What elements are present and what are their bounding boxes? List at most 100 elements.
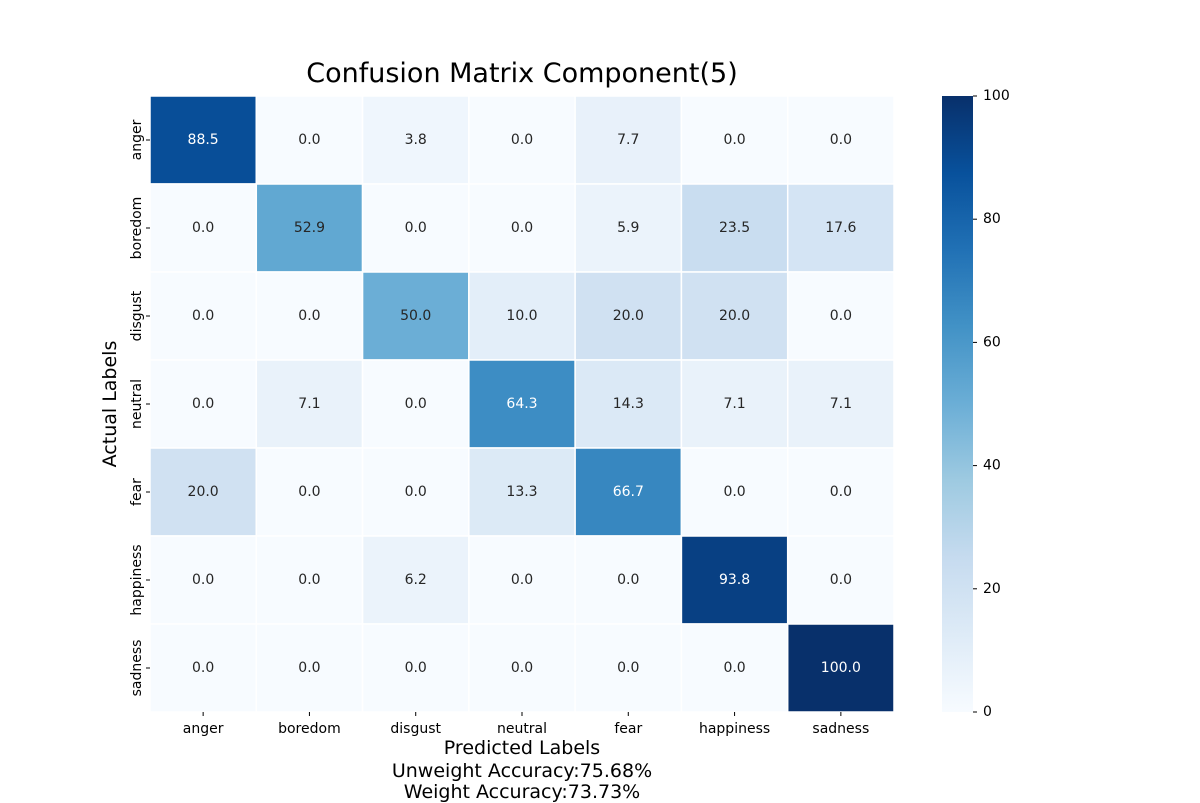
cell-value-label: 0.0 [617, 660, 639, 676]
x-tick-label: disgust [390, 721, 441, 737]
cell-value-label: 10.0 [506, 308, 537, 324]
x-axis-label: Predicted Labels [443, 737, 601, 759]
heatmap-cell [149, 95, 258, 185]
heatmap-cell [680, 183, 789, 273]
heatmap-cell [468, 623, 576, 713]
x-tick-label: neutral [497, 721, 547, 737]
colorbar-tick-label: 80 [983, 211, 1001, 227]
cell-value-label: 5.9 [617, 220, 639, 236]
cell-value-label: 0.0 [830, 308, 852, 324]
heatmap-cell [468, 535, 576, 625]
cell-value-label: 7.1 [723, 396, 745, 412]
colorbar-tick-label: 40 [983, 458, 1001, 474]
x-tick-label: happiness [699, 721, 770, 737]
cell-value-label: 20.0 [188, 484, 219, 500]
cell-value-label: 50.0 [400, 308, 431, 324]
heatmap-cell [255, 271, 364, 361]
heatmap-cell [786, 271, 895, 361]
cell-value-label: 0.0 [617, 572, 639, 588]
cell-value-label: 0.0 [298, 308, 320, 324]
cell-value-label: 7.1 [830, 396, 852, 412]
cell-value-label: 0.0 [723, 660, 745, 676]
cell-value-label: 3.8 [405, 132, 427, 148]
cell-value-label: 0.0 [405, 396, 427, 412]
colorbar [942, 96, 973, 712]
heatmap-cell [786, 95, 895, 185]
heatmap-cell [680, 535, 789, 625]
heatmap-cell [361, 183, 470, 273]
cell-value-label: 0.0 [511, 220, 533, 236]
cell-value-label: 0.0 [405, 484, 427, 500]
cell-value-label: 7.1 [298, 396, 320, 412]
weighted-accuracy-text: Weight Accuracy:73.73% [403, 781, 641, 803]
heatmap-cell [361, 359, 470, 449]
cell-value-label: 0.0 [723, 484, 745, 500]
heatmap-cell [786, 623, 895, 713]
heatmap-cell [468, 271, 576, 361]
cell-value-label: 23.5 [719, 220, 750, 236]
cell-value-label: 0.0 [830, 132, 852, 148]
cell-value-label: 0.0 [405, 220, 427, 236]
x-tick-label: sadness [812, 721, 869, 737]
heatmap-cell [149, 535, 258, 625]
heatmap-cell [255, 623, 364, 713]
cell-value-label: 93.8 [719, 572, 750, 588]
cell-value-label: 20.0 [719, 308, 750, 324]
cell-value-label: 0.0 [192, 220, 214, 236]
heatmap-cell [574, 359, 683, 449]
cell-value-label: 0.0 [298, 660, 320, 676]
heatmap-cell [574, 183, 683, 273]
chart-title: Confusion Matrix Component(5) [306, 58, 738, 89]
unweighted-accuracy-text: Unweight Accuracy:75.68% [391, 760, 653, 782]
cell-value-label: 7.7 [617, 132, 639, 148]
y-tick-label: disgust [129, 290, 145, 341]
cell-value-label: 0.0 [511, 572, 533, 588]
colorbar-tick-label: 0 [983, 704, 992, 720]
heatmap-cell [361, 271, 470, 361]
cell-value-label: 64.3 [506, 396, 537, 412]
y-tick-label: happiness [129, 544, 145, 615]
y-tick-label: fear [129, 478, 145, 506]
heatmap-cell [680, 623, 789, 713]
colorbar-tick-label: 60 [983, 334, 1001, 350]
heatmap-cell [149, 447, 258, 537]
heatmap-cell [255, 447, 364, 537]
cell-value-label: 20.0 [613, 308, 644, 324]
y-tick-label: sadness [129, 640, 145, 697]
heatmap-cell [361, 623, 470, 713]
cell-value-label: 52.9 [294, 220, 325, 236]
heatmap-cell [149, 359, 258, 449]
cell-value-label: 0.0 [192, 308, 214, 324]
cell-value-label: 13.3 [506, 484, 537, 500]
cell-value-label: 0.0 [405, 660, 427, 676]
heatmap-cell [680, 271, 789, 361]
heatmap-cell [255, 359, 364, 449]
cell-value-label: 6.2 [405, 572, 427, 588]
heatmap-cell [468, 359, 576, 449]
y-axis-ticks: anger boredom disgust neutral fear happiness s… [129, 119, 150, 696]
cell-value-label: 0.0 [192, 396, 214, 412]
y-tick-label: neutral [129, 379, 145, 429]
heatmap-cell [786, 359, 895, 449]
heatmap-cell [361, 535, 470, 625]
cell-value-label: 0.0 [298, 572, 320, 588]
cell-value-label: 0.0 [511, 660, 533, 676]
heatmap-cell [361, 95, 470, 185]
cell-value-label: 17.6 [825, 220, 856, 236]
heatmap-cell [574, 271, 683, 361]
heatmap-cell [786, 535, 895, 625]
cell-value-label: 0.0 [192, 660, 214, 676]
cell-value-label: 0.0 [298, 132, 320, 148]
cell-value-label: 66.7 [613, 484, 644, 500]
y-tick-label: boredom [129, 197, 145, 260]
y-axis-label: Actual Labels [99, 340, 121, 468]
heatmap-cell [149, 623, 258, 713]
cell-value-label: 0.0 [192, 572, 214, 588]
heatmap-cell [786, 447, 895, 537]
cell-value-label: 0.0 [298, 484, 320, 500]
x-axis-ticks: anger boredom disgust neutral fear happiness s… [183, 712, 869, 737]
x-tick-label: fear [614, 721, 642, 737]
heatmap-cell [786, 183, 895, 273]
